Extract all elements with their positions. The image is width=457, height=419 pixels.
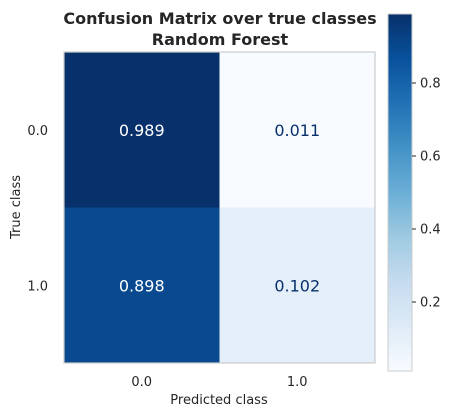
chart-title: Confusion Matrix over true classes (63, 9, 376, 28)
x-tick-label: 0.0 (131, 375, 152, 390)
x-tick-label: 1.0 (287, 375, 308, 390)
heatmap-cell (64, 52, 220, 208)
colorbar-tick-label: 0.8 (420, 76, 441, 91)
colorbar-ticks: 0.2 0.4 0.6 0.8 (412, 76, 441, 311)
colorbar-tick-label: 0.6 (420, 149, 441, 164)
y-tick-label: 1.0 (27, 279, 48, 294)
cell-value-label: 0.989 (119, 121, 165, 140)
colorbar (387, 13, 413, 372)
heatmap-cells (64, 52, 375, 363)
cell-value-label: 0.102 (274, 276, 320, 295)
y-axis-label: True class (9, 175, 24, 240)
heatmap-cell (219, 207, 375, 363)
heatmap-cell-labels: 0.989 0.011 0.898 0.102 (119, 121, 320, 296)
cell-value-label: 0.011 (274, 121, 320, 140)
plot-frame (63, 51, 376, 364)
heatmap-cell (219, 52, 375, 208)
y-tick-labels: 0.0 1.0 (27, 124, 48, 295)
colorbar-tick-label: 0.2 (420, 296, 441, 311)
y-tick-label: 0.0 (27, 124, 48, 139)
x-tick-labels: 0.0 1.0 (131, 375, 307, 390)
cell-value-label: 0.898 (119, 276, 165, 295)
colorbar-tick-label: 0.4 (420, 223, 441, 238)
heatmap-cell (64, 207, 220, 363)
chart-subtitle: Random Forest (152, 30, 289, 49)
x-axis-label: Predicted class (170, 393, 268, 408)
